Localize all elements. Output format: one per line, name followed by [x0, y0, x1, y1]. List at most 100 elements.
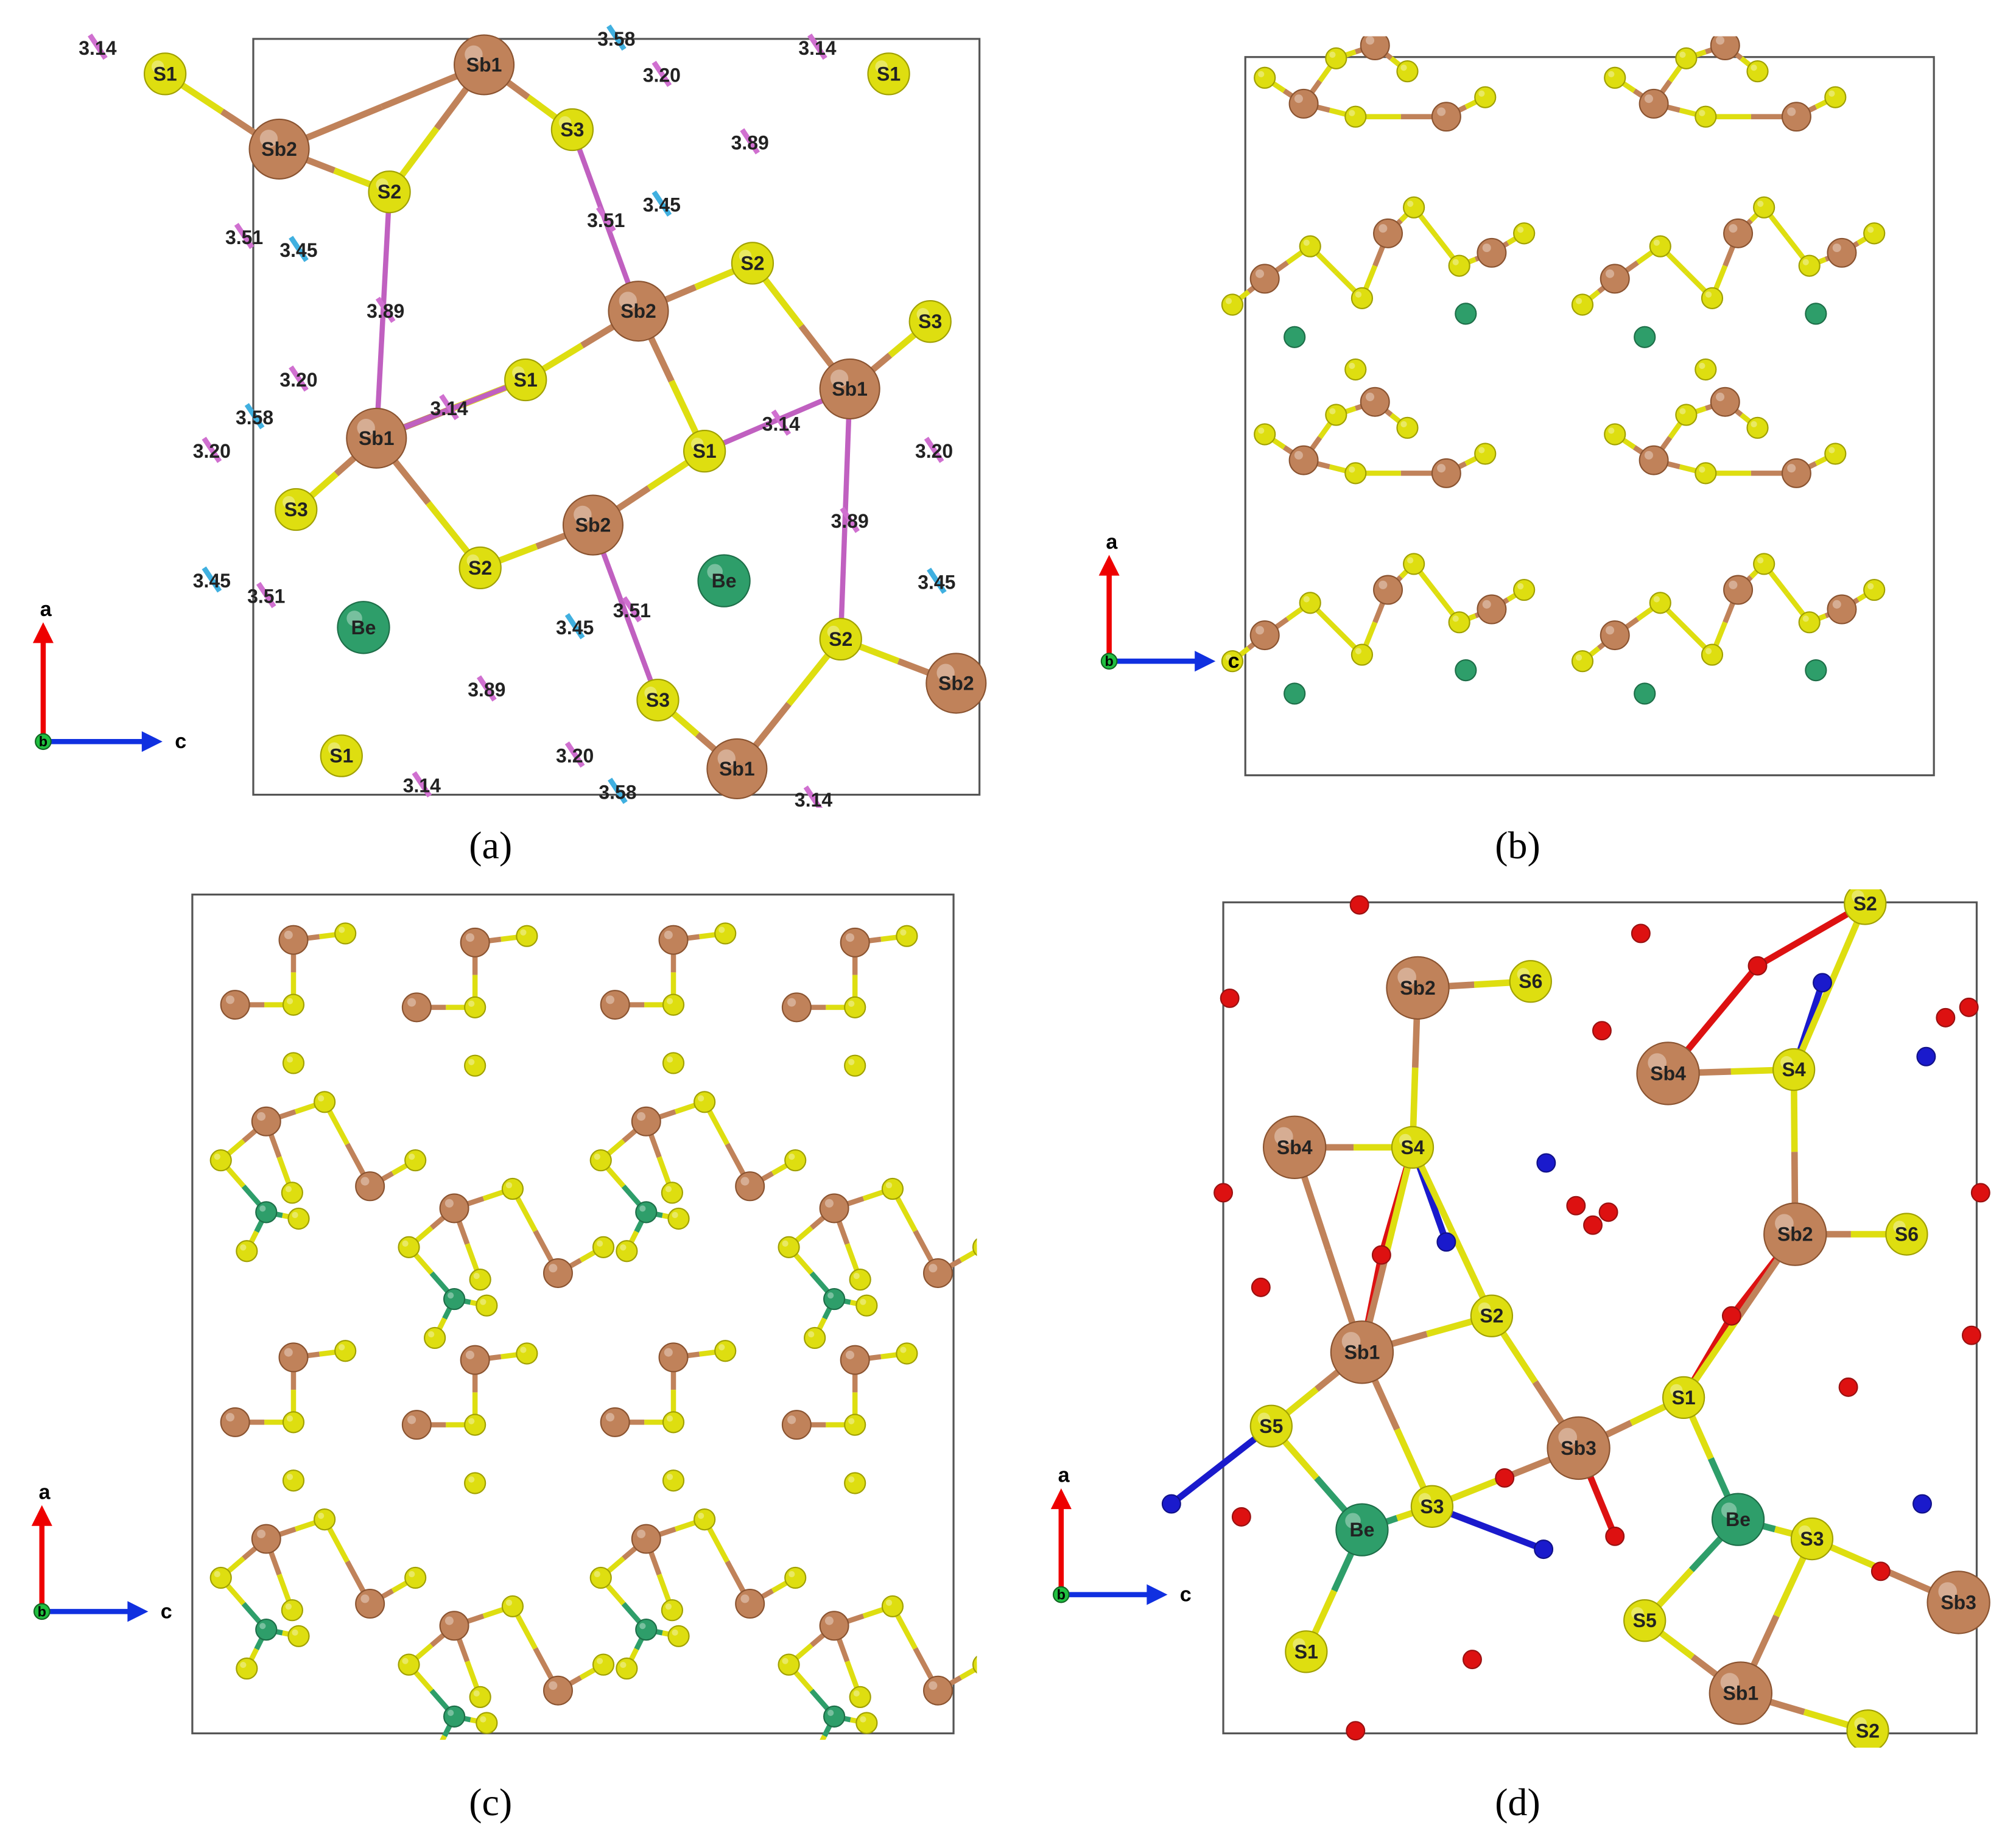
atom-highlight [214, 1571, 220, 1578]
atom-highlight [707, 564, 723, 580]
axis-arrowhead [31, 1505, 52, 1526]
atom [1600, 264, 1630, 294]
contact-stub [289, 236, 309, 262]
atom-highlight [1679, 51, 1686, 58]
atom-label: Be [712, 570, 737, 592]
atom-label: S2 [468, 557, 492, 579]
atom [281, 1182, 303, 1204]
atom-highlight [672, 1629, 678, 1636]
atom [840, 1345, 870, 1375]
atom [608, 281, 669, 342]
atom-highlight [465, 1350, 474, 1359]
atom-label: S3 [1800, 1528, 1824, 1550]
atom-highlight [666, 1415, 673, 1422]
atom [1335, 1503, 1389, 1557]
atom-label: Sb4 [1650, 1062, 1686, 1084]
atom-highlight [1517, 226, 1524, 233]
axis-label-b: b [1105, 653, 1113, 669]
atom [631, 1106, 661, 1136]
contact-stub [608, 777, 628, 804]
atom [281, 1599, 303, 1622]
atom-highlight [827, 1709, 834, 1716]
atom-highlight [1679, 408, 1686, 415]
contact-stub [652, 190, 672, 217]
atom [694, 1508, 716, 1531]
atom [922, 1258, 953, 1288]
atom-highlight [885, 1182, 893, 1189]
atom [1448, 254, 1470, 277]
atom-highlight [1407, 557, 1414, 564]
atom-highlight [409, 1571, 415, 1578]
atom-highlight [1225, 654, 1232, 661]
atom [1386, 956, 1450, 1020]
axis-label-c: c [1180, 1583, 1192, 1606]
atom [439, 1611, 469, 1641]
atom-label: S3 [646, 689, 670, 711]
atom [543, 1258, 573, 1288]
distance-label: 3.51 [587, 209, 625, 231]
atom-highlight [929, 1681, 938, 1690]
atom-highlight [1355, 648, 1362, 654]
axis-arrowhead [1195, 651, 1216, 672]
atom [881, 1177, 904, 1200]
atom-label: S1 [514, 369, 538, 391]
atom [464, 1472, 486, 1494]
atom-highlight [1721, 1502, 1737, 1518]
atom-highlight [286, 1056, 293, 1063]
atom-highlight [848, 1418, 855, 1424]
atom [476, 1712, 498, 1734]
atom [735, 1171, 765, 1202]
atom [1638, 445, 1669, 475]
atom [236, 1657, 258, 1680]
atom-highlight [292, 1211, 298, 1219]
atom [667, 1625, 690, 1647]
atom-highlight [1418, 1493, 1431, 1506]
atom [334, 1340, 357, 1362]
atom [844, 1472, 866, 1494]
atom-highlight [1802, 259, 1809, 265]
atom [840, 927, 870, 958]
atom-highlight [639, 1623, 646, 1630]
atom-label: S2 [740, 252, 764, 274]
atom-highlight [717, 749, 736, 768]
atom [1161, 1494, 1181, 1514]
atom-highlight [409, 1154, 415, 1160]
atom-highlight [240, 1661, 247, 1669]
atom-highlight [830, 369, 849, 388]
axis-label-a: a [39, 1480, 51, 1504]
atom [1798, 254, 1821, 277]
atom-highlight [339, 926, 345, 933]
atom [1231, 1507, 1251, 1527]
contact-stub [412, 771, 432, 798]
atom-highlight [1379, 224, 1388, 233]
atom [337, 601, 390, 654]
atom [855, 1294, 878, 1317]
atom-highlight [1798, 1525, 1811, 1538]
atom-highlight [845, 933, 855, 942]
atom [1285, 1630, 1328, 1673]
atom-highlight [690, 438, 704, 450]
atom-highlight [1478, 90, 1485, 97]
atom [401, 992, 432, 1023]
atom [706, 738, 768, 800]
atom-label: S1 [1294, 1641, 1318, 1662]
atom-highlight [1255, 626, 1265, 635]
atom [464, 1413, 486, 1436]
distance-label: 3.45 [918, 571, 955, 593]
panel-c [209, 922, 977, 1740]
atom-highlight [665, 1186, 672, 1192]
distance-label: 3.89 [731, 131, 769, 153]
atom [1649, 592, 1671, 614]
atom [1747, 956, 1768, 976]
atom-highlight [976, 1242, 977, 1245]
atom [368, 170, 411, 214]
atom [251, 1106, 281, 1136]
atom [616, 1240, 638, 1262]
contact-stub [606, 24, 627, 51]
axis-label-a: a [1058, 1464, 1070, 1487]
atom [1344, 358, 1367, 381]
atom-highlight [225, 995, 234, 1004]
atom-highlight [558, 116, 572, 129]
atom-highlight [1729, 224, 1738, 233]
panel-caption: (d) [1495, 1781, 1540, 1824]
